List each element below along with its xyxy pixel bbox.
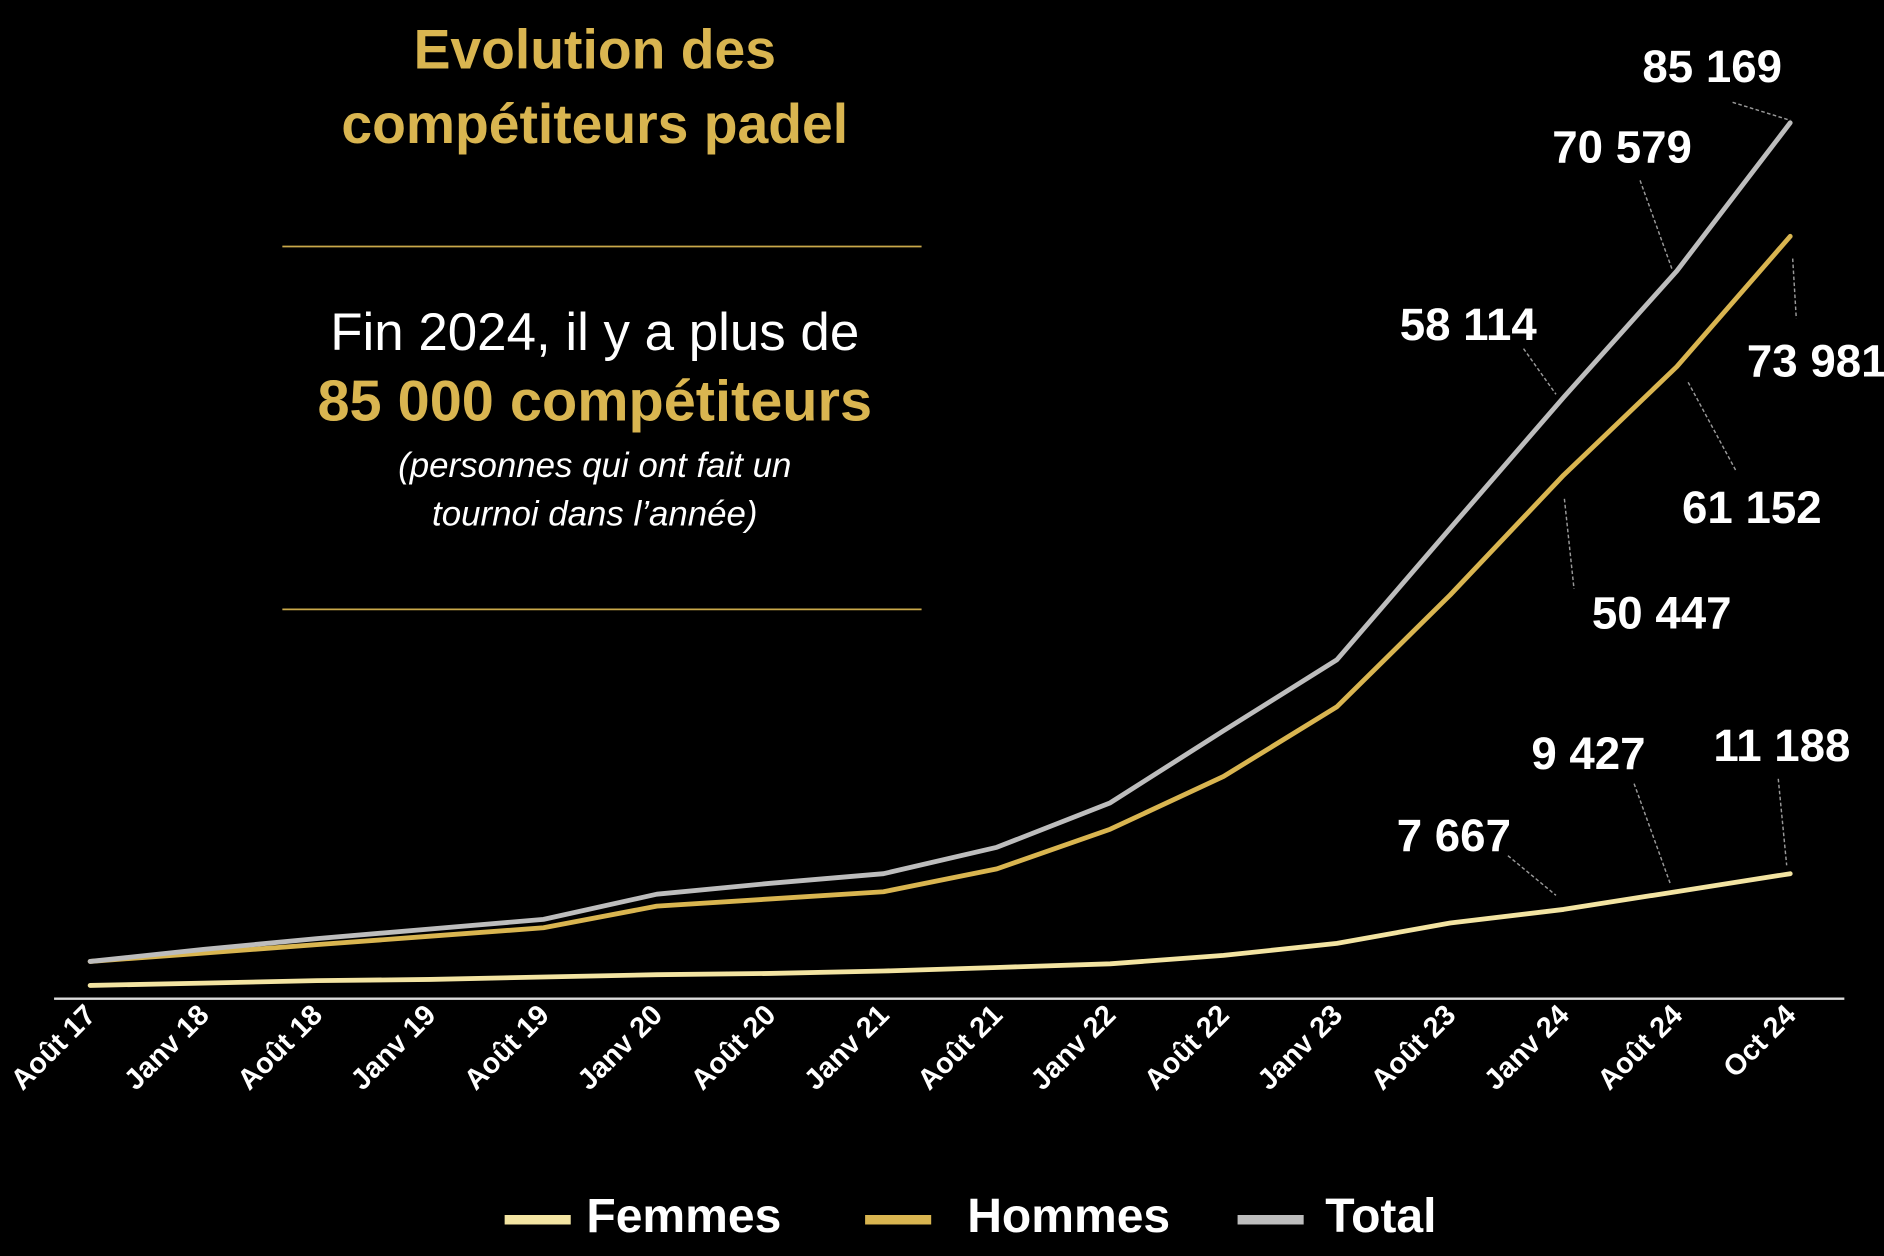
annotation-text: Fin 2024, il y a plus de [330,302,860,362]
leader-line [1639,180,1674,271]
leader-line [1563,498,1575,590]
legend-label: Hommes [967,1189,1170,1243]
value-label: 70 579 [1552,121,1692,172]
value-label: 7 667 [1397,810,1511,861]
value-label: 85 169 [1642,41,1782,92]
line [87,233,1793,964]
line [87,871,1793,988]
title-box: Evolution des compétiteurs padel [341,18,849,156]
leader-line [1507,855,1557,896]
leader-line [1522,348,1557,395]
leader-line [1687,381,1737,472]
value-label: 58 114 [1400,299,1538,350]
leader-line [1777,778,1788,866]
value-label: 73 981 [1747,335,1884,386]
legend-label: Total [1325,1189,1436,1243]
value-label: 50 447 [1592,588,1732,639]
annotation-box: Fin 2024, il y a plus de 85 000 compétit… [317,302,873,534]
annotation-note: (personnes qui ont fait un tournoi dans … [398,447,792,534]
value-label: 61 152 [1682,482,1822,533]
annotation-highlight: 85 000 compétiteurs [317,370,873,434]
leader-line [1732,101,1791,122]
leader-line [1791,258,1798,319]
value-label: 11 188 [1713,720,1850,771]
value-label: 9 427 [1531,728,1645,779]
legend-label: Femmes [586,1189,781,1243]
line [87,120,1793,964]
chart-title: Evolution des compétiteurs padel [341,18,849,156]
